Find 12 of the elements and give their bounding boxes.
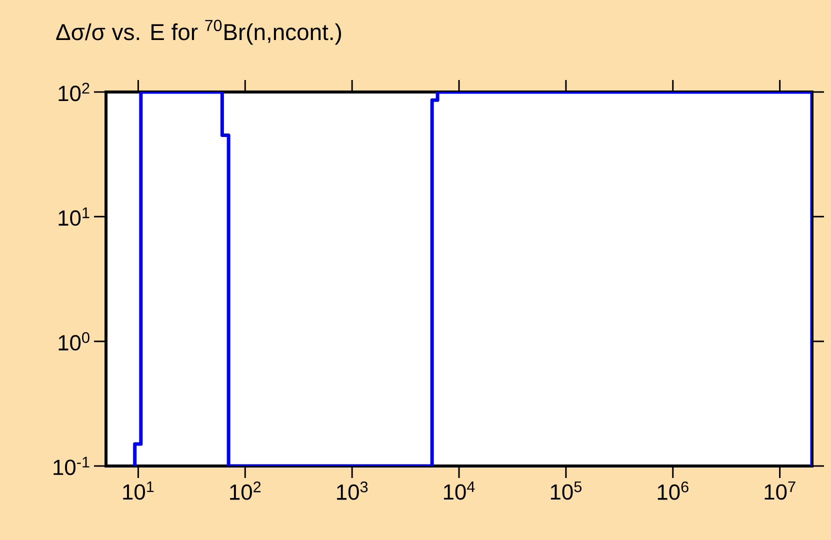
x-tick-label: 10$^{7}$ [764,481,796,500]
x-tick-label: 10$^{2}$ [230,481,261,500]
chart-title: Δσ/σ vs. E for $^{70}$Br(n,ncont.) [56,20,342,45]
y-tick-label: 10$^{0}$ [58,332,90,351]
y-tick-label: 10$^{1}$ [58,208,90,226]
y-tick-label: 10$^{-1}$ [54,456,90,476]
y-tick-label: 10$^{2}$ [58,82,90,102]
x-tick-label: 10$^{1}$ [123,481,154,500]
x-tick-label: 10$^{6}$ [658,481,688,500]
x-tick-label: 10$^{3}$ [337,481,368,500]
x-tick-label: 10$^{5}$ [550,481,582,500]
x-tick-label: 10$^{4}$ [444,481,475,500]
